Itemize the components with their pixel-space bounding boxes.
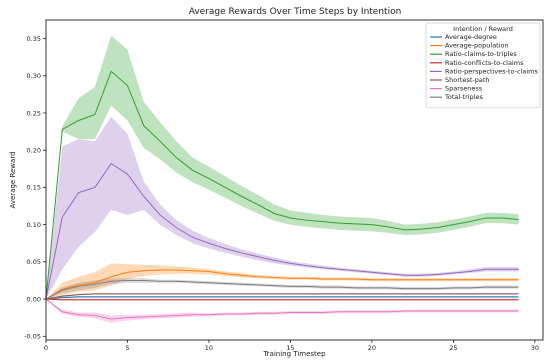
plot-area-frame — [45, 19, 544, 341]
line-sparseness — [45, 298, 519, 320]
y-tick-label: 0.25 — [27, 109, 41, 117]
line-ratio-conflicts-to-claims — [45, 298, 519, 301]
legend-label-total-triples: Total-triples — [444, 93, 483, 101]
legend-label-ratio-conflicts-to-claims: Ratio-conflicts-to-claims — [445, 59, 524, 67]
line-total-triples — [45, 279, 519, 300]
x-tick-label: 5 — [125, 344, 129, 352]
x-tick-label: 10 — [205, 344, 213, 352]
band-ratio-perspectives-to-claims — [46, 116, 519, 300]
x-axis-ticks: 0 5 10 15 20 25 30 — [44, 340, 539, 352]
legend-label-shortest-path: Shortest-path — [445, 76, 490, 84]
legend-title: Intention / Reward — [453, 25, 513, 33]
legend-label-average-population: Average-population — [445, 42, 509, 50]
legend-label-ratio-perspectives-to-claims: Ratio-perspectives-to-claims — [445, 67, 538, 75]
y-tick-label: 0.30 — [27, 72, 41, 80]
x-tick-label: 0 — [44, 344, 48, 352]
y-tick-label: 0.35 — [27, 35, 41, 43]
legend-label-average-degree: Average-degree — [445, 33, 497, 41]
band-ratio-claims-to-triples — [46, 35, 519, 300]
series-lines — [45, 70, 519, 320]
y-tick-label: 0.10 — [27, 221, 41, 229]
line-average-degree — [45, 296, 519, 300]
y-tick-label: -0.05 — [24, 333, 41, 341]
band-average-population — [46, 263, 519, 300]
line-ratio-perspectives-to-claims — [45, 162, 519, 300]
x-tick-label: 30 — [531, 344, 539, 352]
x-tick-label: 25 — [449, 344, 457, 352]
line-average-population — [45, 269, 519, 300]
y-axis-label: Average Reward — [9, 151, 17, 208]
y-tick-label: 0.05 — [27, 258, 41, 266]
y-tick-label: 0.20 — [27, 147, 41, 155]
x-tick-label: 15 — [286, 344, 294, 352]
y-axis-ticks: -0.05 0.00 0.05 0.10 0.15 0.20 0.25 0.30 0.35 — [24, 35, 46, 341]
line-shortest-path — [45, 293, 519, 300]
x-tick-label: 20 — [368, 344, 376, 352]
chart-legend: Intention / RewardAverage-degreeAverage-… — [425, 22, 541, 109]
band-sparseness — [46, 299, 519, 323]
y-tick-label: 0.00 — [27, 295, 41, 303]
chart-title: Average Rewards Over Time Steps by Inten… — [189, 7, 402, 17]
line-ratio-claims-to-triples — [45, 70, 519, 300]
y-tick-label: 0.15 — [27, 184, 41, 192]
legend-box — [425, 22, 541, 109]
legend-label-sparseness: Sparseness — [445, 85, 483, 93]
legend-label-ratio-claims-to-triples: Ratio-claims-to-triples — [445, 50, 517, 58]
x-axis-label: Training Timestep — [262, 350, 326, 358]
